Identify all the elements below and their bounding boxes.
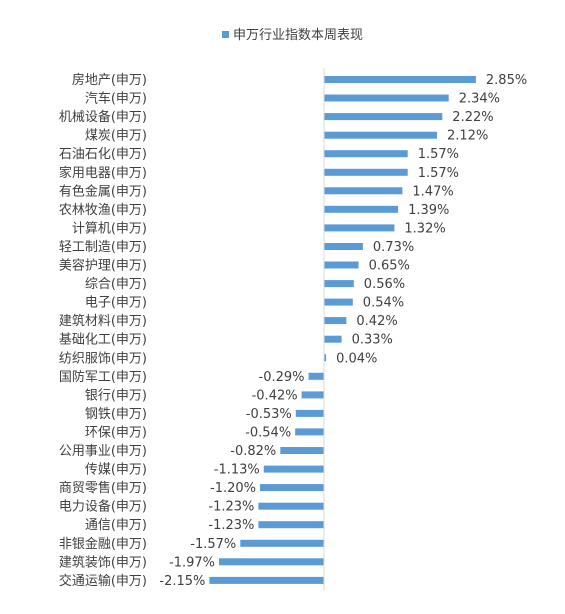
bar <box>324 168 408 176</box>
data-label: -0.53% <box>246 407 292 422</box>
data-label: 2.85% <box>486 73 527 88</box>
category-label: 环保(申万) <box>85 425 147 440</box>
bar <box>295 428 324 436</box>
category-label: 公用事业(申万) <box>59 444 147 459</box>
bar <box>240 539 324 547</box>
category-label: 传媒(申万) <box>85 463 147 478</box>
data-label: 1.57% <box>418 147 459 162</box>
data-label: 0.04% <box>336 351 377 366</box>
category-label: 汽车(申万) <box>85 91 147 107</box>
bar <box>258 502 324 510</box>
bar <box>260 484 324 492</box>
category-label: 计算机(申万) <box>72 221 147 236</box>
bar <box>324 243 363 250</box>
bar <box>324 261 359 269</box>
legend-swatch <box>222 31 229 38</box>
category-label: 煤炭(申万) <box>85 129 147 144</box>
data-label: 0.65% <box>369 259 410 274</box>
bar <box>324 94 449 102</box>
data-labels: 2.85% 2.34% 2.22% 2.12% 1.57% 1.57% 1.47% 1.39%… <box>159 73 527 589</box>
category-label: 银行(申万) <box>85 388 147 403</box>
data-label: 1.47% <box>412 184 453 199</box>
bar <box>258 521 324 529</box>
category-labels: 房地产(申万) 汽车(申万) 机械设备(申万) 煤炭(申万) 石油石化(申万) 家用电器(… <box>59 72 147 589</box>
category-label: 钢铁(申万) <box>85 407 147 422</box>
bar <box>324 354 327 362</box>
bar <box>219 558 324 566</box>
data-label: 2.34% <box>459 92 500 107</box>
data-label: -0.29% <box>259 370 305 385</box>
data-label: 0.42% <box>356 314 397 329</box>
category-label: 轻工制造(申万) <box>59 240 147 255</box>
bar <box>209 576 324 584</box>
category-label: 综合(申万) <box>85 277 147 292</box>
bar <box>324 224 395 232</box>
category-label: 国防军工(申万) <box>59 369 147 385</box>
category-label: 非银金融(申万) <box>59 536 147 552</box>
data-label: 0.54% <box>363 296 404 311</box>
data-label: -2.15% <box>159 574 205 589</box>
bar <box>324 298 353 306</box>
category-label: 建筑装饰(申万) <box>59 554 147 570</box>
category-label: 建筑材料(申万) <box>59 313 147 329</box>
data-label: 1.57% <box>418 166 459 181</box>
data-label: -1.23% <box>208 518 254 533</box>
bar <box>324 335 342 343</box>
data-label: -1.23% <box>208 500 254 515</box>
category-label: 石油石化(申万) <box>59 147 147 162</box>
data-label: 0.33% <box>352 333 393 348</box>
data-label: -1.97% <box>169 555 215 570</box>
category-label: 基础化工(申万) <box>59 333 147 348</box>
category-label: 纺织服饰(申万) <box>59 351 147 366</box>
data-label: 1.32% <box>404 221 445 236</box>
category-label: 农林牧渔(申万) <box>59 203 147 218</box>
bar <box>295 409 324 417</box>
bars-group <box>209 76 476 584</box>
bar <box>324 131 437 139</box>
data-label: -1.13% <box>214 463 260 478</box>
bar <box>263 465 324 473</box>
data-label: -0.54% <box>245 425 291 440</box>
legend-label: 申万行业指数本周表现 <box>233 28 363 43</box>
bar <box>324 205 399 213</box>
data-label: 0.56% <box>364 277 405 292</box>
bar <box>324 76 476 83</box>
bar <box>280 447 324 454</box>
data-label: -0.82% <box>230 444 276 459</box>
data-label: 1.39% <box>408 203 449 218</box>
bar <box>324 280 354 288</box>
category-label: 美容护理(申万) <box>59 258 147 274</box>
bar <box>308 372 324 380</box>
category-label: 机械设备(申万) <box>59 109 147 125</box>
category-label: 商贸零售(申万) <box>59 480 147 496</box>
data-label: 0.73% <box>373 240 414 255</box>
category-label: 家用电器(申万) <box>59 165 147 181</box>
data-label: -0.42% <box>252 388 298 403</box>
category-label: 通信(申万) <box>85 518 147 533</box>
category-label: 房地产(申万) <box>72 72 147 88</box>
category-label: 有色金属(申万) <box>59 183 147 199</box>
category-label: 电力设备(申万) <box>59 499 147 515</box>
bar <box>324 317 347 325</box>
data-label: -1.20% <box>210 481 256 496</box>
data-label: 2.22% <box>452 110 493 125</box>
category-label: 电子(申万) <box>85 296 147 311</box>
bar <box>324 150 408 158</box>
bar <box>324 187 403 195</box>
data-label: -1.57% <box>190 537 236 552</box>
data-label: 2.12% <box>447 129 488 144</box>
bar <box>324 113 443 121</box>
legend: 申万行业指数本周表现 <box>222 28 363 43</box>
bar <box>301 391 324 399</box>
category-label: 交通运输(申万) <box>59 573 147 589</box>
